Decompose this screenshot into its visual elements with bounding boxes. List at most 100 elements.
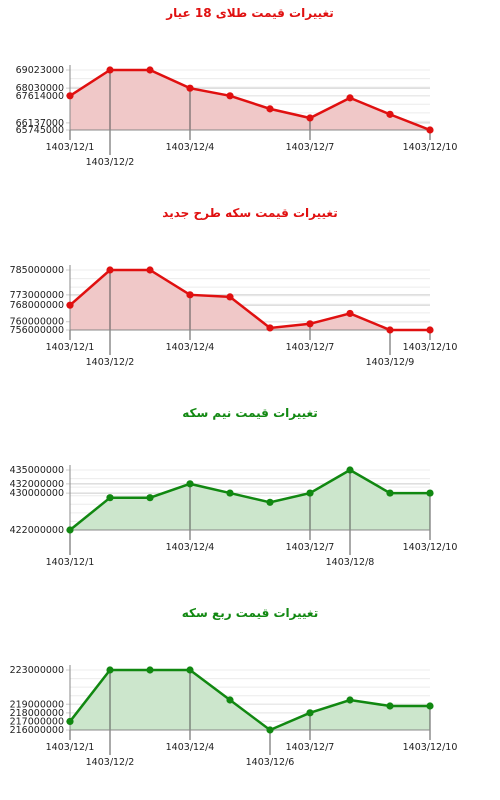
y-tick-label: 430000000 xyxy=(10,488,64,499)
x-tick-label: 1403/12/2 xyxy=(86,157,135,168)
data-point xyxy=(66,526,74,534)
data-point xyxy=(66,301,74,309)
series-line xyxy=(69,668,430,732)
y-tick-label: 66137000 xyxy=(16,118,64,129)
x-tick-label: 1403/12/7 xyxy=(286,342,335,353)
data-point xyxy=(426,489,434,497)
x-tick-label: 1403/12/1 xyxy=(46,342,95,353)
data-point xyxy=(266,105,274,113)
y-tick-label: 217000000 xyxy=(10,716,64,727)
y-tick-label: 760000000 xyxy=(10,317,64,328)
x-tick-label: 1403/12/7 xyxy=(286,542,335,553)
y-tick-label: 773000000 xyxy=(10,290,64,301)
data-point xyxy=(106,66,114,74)
data-point xyxy=(106,494,114,502)
y-tick-label: 768000000 xyxy=(10,300,64,311)
data-point xyxy=(66,717,74,726)
x-tick-label: 1403/12/2 xyxy=(86,757,135,768)
chart-svg: 1403/12/1 1403/12/2 1403/12/4 1403/12/7 1403… xyxy=(16,65,458,168)
data-point xyxy=(66,92,74,100)
data-point xyxy=(266,726,274,734)
data-point xyxy=(186,291,194,299)
x-tick-label: 1403/12/10 xyxy=(403,342,458,353)
data-point xyxy=(346,94,354,102)
area-fill xyxy=(70,70,430,130)
data-point xyxy=(186,666,194,674)
series-line xyxy=(69,468,430,531)
x-tick-label: 1403/12/1 xyxy=(46,557,95,568)
data-point xyxy=(146,666,154,674)
data-point xyxy=(106,666,114,674)
x-tick-label: 1403/12/4 xyxy=(166,742,215,753)
y-tick-label: 68030000 xyxy=(16,83,64,94)
x-tick-label: 1403/12/7 xyxy=(286,142,335,153)
x-tick-label: 1403/12/6 xyxy=(246,757,295,768)
x-tick-label: 1403/12/1 xyxy=(46,142,95,153)
x-tick-label: 1403/12/4 xyxy=(166,142,215,153)
y-tick-label: 785000000 xyxy=(10,265,64,276)
y-tick-label: 219000000 xyxy=(10,699,64,710)
data-point xyxy=(386,702,394,710)
y-tick-label: 218000000 xyxy=(10,708,64,719)
area-fill xyxy=(70,670,430,730)
x-tick-label: 1403/12/1 xyxy=(46,742,95,753)
y-tick-label: 756000000 xyxy=(10,325,64,336)
data-point xyxy=(266,324,274,332)
data-point xyxy=(306,114,314,122)
chart-svg: 1403/12/1 1403/12/2 1403/12/4 1403/12/7 1403… xyxy=(10,265,458,368)
x-tick-label: 1403/12/7 xyxy=(286,742,335,753)
data-point xyxy=(186,84,194,92)
data-point xyxy=(306,709,314,717)
chart-title: تغییرات قیمت ربع سکه xyxy=(181,606,319,620)
y-tick-label: 435000000 xyxy=(10,465,64,476)
y-tick-label: 432000000 xyxy=(10,479,64,490)
y-tick-label: 223000000 xyxy=(10,665,64,676)
x-tick-label: 1403/12/10 xyxy=(403,742,458,753)
y-tick-label: 65745000 xyxy=(16,125,64,136)
data-point xyxy=(226,293,234,301)
data-point xyxy=(426,326,434,334)
chart-svg: 1403/12/1 1403/12/2 1403/12/4 1403/12/6 1403… xyxy=(10,665,458,768)
data-point xyxy=(386,110,394,118)
y-tick-label: 216000000 xyxy=(10,725,64,736)
data-point xyxy=(386,489,394,497)
y-tick-label: 422000000 xyxy=(10,525,64,536)
area-fill xyxy=(70,470,430,530)
chart-new-coin: تغییرات قیمت سکه طرح جدید 1403/12/1 1403/… xyxy=(0,200,500,400)
area-fill xyxy=(70,270,430,330)
chart-svg: 1403/12/1 1403/12/4 1403/12/7 1403/12/8 1403… xyxy=(10,465,458,568)
data-point xyxy=(226,92,234,100)
data-point xyxy=(426,702,434,710)
y-tick-label: 67614000 xyxy=(16,91,64,102)
x-tick-label: 1403/12/4 xyxy=(166,342,215,353)
chart-title: تغییرات قیمت طلای 18 عیار xyxy=(166,6,334,20)
data-point xyxy=(146,66,154,74)
data-point xyxy=(426,126,434,134)
chart-half-coin: تغییرات قیمت نیم سکه 1403/12/1 1403/12/4 1… xyxy=(0,400,500,600)
x-tick-label: 1403/12/8 xyxy=(326,557,375,568)
data-point xyxy=(346,696,354,704)
chart-title: تغییرات قیمت نیم سکه xyxy=(182,406,318,420)
x-tick-label: 1403/12/9 xyxy=(366,357,415,368)
data-point xyxy=(186,480,194,488)
x-tick-label: 1403/12/10 xyxy=(403,542,458,553)
data-point xyxy=(346,309,354,318)
chart-title: تغییرات قیمت سکه طرح جدید xyxy=(162,206,338,220)
data-point xyxy=(306,320,314,328)
chart-gold-18k: تغییرات قیمت طلای 18 عیار 1403/12/1 1403/… xyxy=(0,0,500,200)
x-tick-label: 1403/12/2 xyxy=(86,357,135,368)
data-point xyxy=(306,489,314,497)
chart-quarter-coin: تغییرات قیمت ربع سکه 1403/12/1 1403/12/2 1… xyxy=(0,600,500,800)
x-tick-label: 1403/12/4 xyxy=(166,542,215,553)
y-tick-label: 69023000 xyxy=(16,65,64,76)
data-point xyxy=(226,696,234,704)
data-point xyxy=(346,466,354,474)
data-point xyxy=(386,326,394,334)
x-tick-label: 1403/12/10 xyxy=(403,142,458,153)
data-point xyxy=(146,494,154,502)
series-line xyxy=(69,268,430,332)
data-point xyxy=(226,489,234,497)
data-point xyxy=(146,266,154,274)
data-point xyxy=(266,498,274,506)
